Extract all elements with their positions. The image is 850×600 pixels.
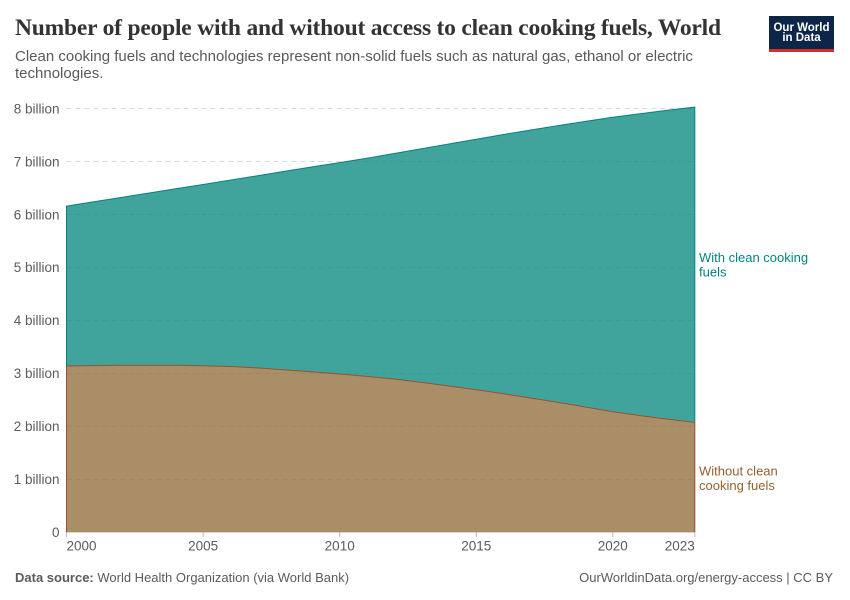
svg-text:With clean cooking: With clean cooking [699, 250, 808, 265]
svg-text:2000: 2000 [67, 539, 97, 554]
svg-text:cooking fuels: cooking fuels [699, 478, 775, 493]
svg-text:2020: 2020 [598, 539, 628, 554]
svg-text:2010: 2010 [325, 539, 355, 554]
svg-text:4 billion: 4 billion [14, 313, 60, 328]
svg-text:2015: 2015 [461, 539, 491, 554]
svg-text:6 billion: 6 billion [14, 207, 60, 222]
svg-text:Without clean: Without clean [699, 464, 778, 479]
svg-text:fuels: fuels [699, 265, 727, 280]
svg-text:2005: 2005 [188, 539, 218, 554]
svg-text:2 billion: 2 billion [14, 419, 60, 434]
svg-text:1 billion: 1 billion [14, 472, 60, 487]
svg-text:3 billion: 3 billion [14, 366, 60, 381]
svg-text:0: 0 [52, 525, 60, 540]
svg-text:8 billion: 8 billion [14, 101, 60, 116]
svg-text:5 billion: 5 billion [14, 260, 60, 275]
svg-text:7 billion: 7 billion [14, 154, 60, 169]
svg-text:2023: 2023 [665, 539, 695, 554]
